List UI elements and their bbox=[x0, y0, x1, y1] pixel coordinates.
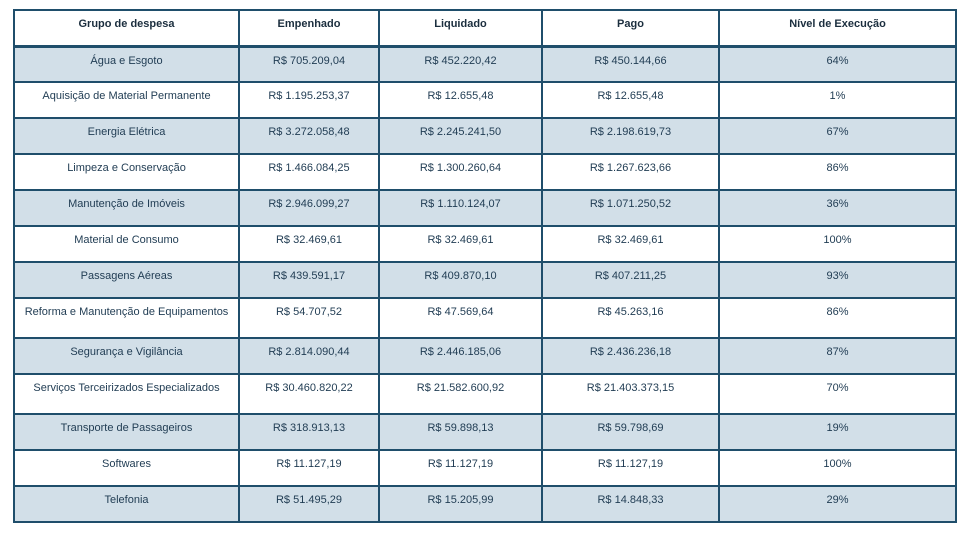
cell-pago: R$ 407.211,25 bbox=[541, 261, 720, 299]
cell-grupo: Aquisição de Material Permanente bbox=[13, 81, 240, 119]
cell-empenhado: R$ 51.495,29 bbox=[238, 485, 380, 523]
cell-pago: R$ 2.198.619,73 bbox=[541, 117, 720, 155]
cell-liquidado: R$ 12.655,48 bbox=[378, 81, 543, 119]
table-row: Aquisição de Material Permanente R$ 1.19… bbox=[13, 81, 957, 119]
cell-grupo: Transporte de Passageiros bbox=[13, 413, 240, 451]
cell-nivel: 93% bbox=[718, 261, 957, 299]
cell-grupo: Reforma e Manutenção de Equipamentos bbox=[13, 297, 240, 339]
cell-pago: R$ 1.267.623,66 bbox=[541, 153, 720, 191]
cell-empenhado: R$ 3.272.058,48 bbox=[238, 117, 380, 155]
cell-liquidado: R$ 2.245.241,50 bbox=[378, 117, 543, 155]
cell-grupo: Serviços Terceirizados Especializados bbox=[13, 373, 240, 415]
cell-pago: R$ 59.798,69 bbox=[541, 413, 720, 451]
cell-empenhado: R$ 32.469,61 bbox=[238, 225, 380, 263]
table-row: Material de Consumo R$ 32.469,61 R$ 32.4… bbox=[13, 225, 957, 263]
cell-nivel: 36% bbox=[718, 189, 957, 227]
cell-grupo: Água e Esgoto bbox=[13, 45, 240, 83]
cell-nivel: 64% bbox=[718, 45, 957, 83]
cell-nivel: 70% bbox=[718, 373, 957, 415]
cell-empenhado: R$ 1.195.253,37 bbox=[238, 81, 380, 119]
cell-pago: R$ 2.436.236,18 bbox=[541, 337, 720, 375]
cell-pago: R$ 11.127,19 bbox=[541, 449, 720, 487]
header-nivel-de-execucao: Nível de Execução bbox=[718, 9, 957, 47]
cell-liquidado: R$ 11.127,19 bbox=[378, 449, 543, 487]
cell-nivel: 87% bbox=[718, 337, 957, 375]
cell-pago: R$ 45.263,16 bbox=[541, 297, 720, 339]
cell-liquidado: R$ 452.220,42 bbox=[378, 45, 543, 83]
cell-liquidado: R$ 21.582.600,92 bbox=[378, 373, 543, 415]
cell-grupo: Segurança e Vigilância bbox=[13, 337, 240, 375]
cell-liquidado: R$ 1.110.124,07 bbox=[378, 189, 543, 227]
cell-empenhado: R$ 1.466.084,25 bbox=[238, 153, 380, 191]
header-row: Grupo de despesa Empenhado Liquidado Pag… bbox=[13, 9, 957, 47]
cell-nivel: 29% bbox=[718, 485, 957, 523]
cell-liquidado: R$ 15.205,99 bbox=[378, 485, 543, 523]
cell-empenhado: R$ 439.591,17 bbox=[238, 261, 380, 299]
cell-liquidado: R$ 32.469,61 bbox=[378, 225, 543, 263]
table-row: Segurança e Vigilância R$ 2.814.090,44 R… bbox=[13, 337, 957, 375]
table-row: Reforma e Manutenção de Equipamentos R$ … bbox=[13, 297, 957, 339]
cell-empenhado: R$ 2.814.090,44 bbox=[238, 337, 380, 375]
cell-empenhado: R$ 54.707,52 bbox=[238, 297, 380, 339]
cell-grupo: Passagens Aéreas bbox=[13, 261, 240, 299]
cell-nivel: 19% bbox=[718, 413, 957, 451]
table-row: Água e Esgoto R$ 705.209,04 R$ 452.220,4… bbox=[13, 45, 957, 83]
cell-grupo: Telefonia bbox=[13, 485, 240, 523]
cell-empenhado: R$ 11.127,19 bbox=[238, 449, 380, 487]
header-liquidado: Liquidado bbox=[378, 9, 543, 47]
cell-grupo: Limpeza e Conservação bbox=[13, 153, 240, 191]
cell-grupo: Material de Consumo bbox=[13, 225, 240, 263]
header-empenhado: Empenhado bbox=[238, 9, 380, 47]
cell-grupo: Manutenção de Imóveis bbox=[13, 189, 240, 227]
cell-pago: R$ 450.144,66 bbox=[541, 45, 720, 83]
table-row: Limpeza e Conservação R$ 1.466.084,25 R$… bbox=[13, 153, 957, 191]
cell-empenhado: R$ 30.460.820,22 bbox=[238, 373, 380, 415]
cell-grupo: Softwares bbox=[13, 449, 240, 487]
cell-pago: R$ 12.655,48 bbox=[541, 81, 720, 119]
table-row: Passagens Aéreas R$ 439.591,17 R$ 409.87… bbox=[13, 261, 957, 299]
table-row: Softwares R$ 11.127,19 R$ 11.127,19 R$ 1… bbox=[13, 449, 957, 487]
cell-empenhado: R$ 318.913,13 bbox=[238, 413, 380, 451]
cell-nivel: 86% bbox=[718, 153, 957, 191]
cell-nivel: 100% bbox=[718, 225, 957, 263]
cell-liquidado: R$ 1.300.260,64 bbox=[378, 153, 543, 191]
cell-liquidado: R$ 409.870,10 bbox=[378, 261, 543, 299]
table-row: Energia Elétrica R$ 3.272.058,48 R$ 2.24… bbox=[13, 117, 957, 155]
header-pago: Pago bbox=[541, 9, 720, 47]
table-row: Transporte de Passageiros R$ 318.913,13 … bbox=[13, 413, 957, 451]
cell-pago: R$ 32.469,61 bbox=[541, 225, 720, 263]
cell-nivel: 86% bbox=[718, 297, 957, 339]
header-grupo-de-despesa: Grupo de despesa bbox=[13, 9, 240, 47]
cell-liquidado: R$ 2.446.185,06 bbox=[378, 337, 543, 375]
table-row: Serviços Terceirizados Especializados R$… bbox=[13, 373, 957, 415]
expense-table: Grupo de despesa Empenhado Liquidado Pag… bbox=[13, 9, 957, 523]
table-row: Telefonia R$ 51.495,29 R$ 15.205,99 R$ 1… bbox=[13, 485, 957, 523]
cell-nivel: 1% bbox=[718, 81, 957, 119]
table-row: Manutenção de Imóveis R$ 2.946.099,27 R$… bbox=[13, 189, 957, 227]
cell-liquidado: R$ 47.569,64 bbox=[378, 297, 543, 339]
cell-empenhado: R$ 2.946.099,27 bbox=[238, 189, 380, 227]
cell-empenhado: R$ 705.209,04 bbox=[238, 45, 380, 83]
cell-pago: R$ 21.403.373,15 bbox=[541, 373, 720, 415]
cell-nivel: 67% bbox=[718, 117, 957, 155]
cell-pago: R$ 1.071.250,52 bbox=[541, 189, 720, 227]
cell-pago: R$ 14.848,33 bbox=[541, 485, 720, 523]
cell-grupo: Energia Elétrica bbox=[13, 117, 240, 155]
cell-nivel: 100% bbox=[718, 449, 957, 487]
cell-liquidado: R$ 59.898,13 bbox=[378, 413, 543, 451]
